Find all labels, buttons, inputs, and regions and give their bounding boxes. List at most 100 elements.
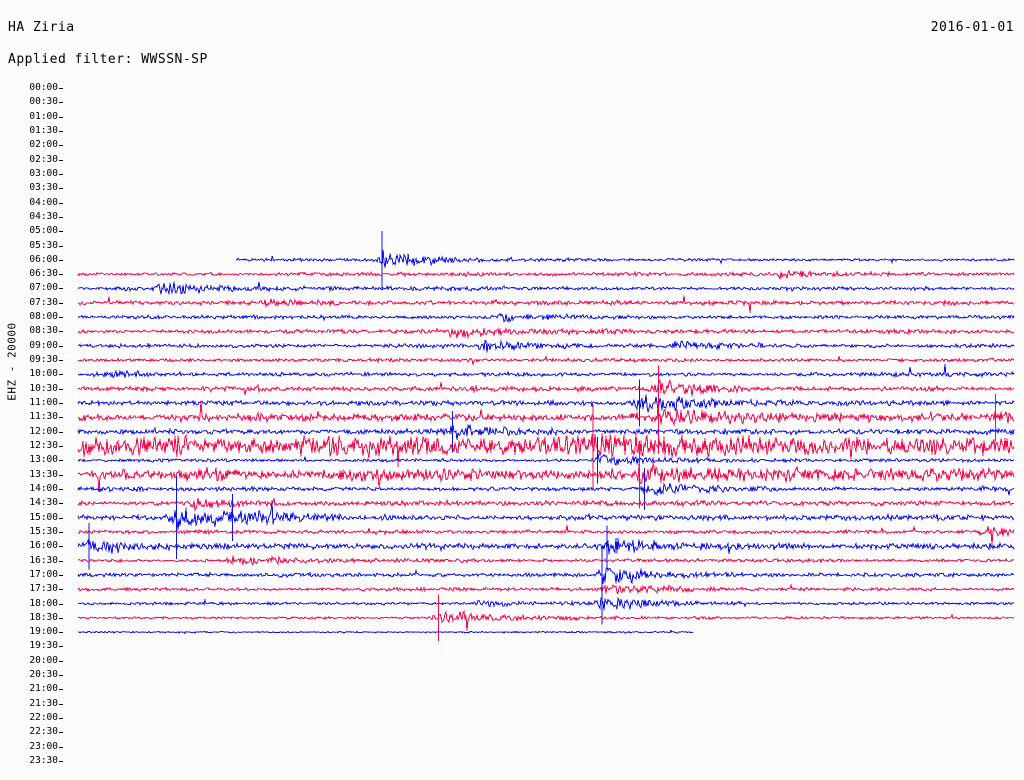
trace-row [235,250,1015,268]
trace-row [77,312,1015,323]
time-tick-mark [59,331,63,332]
trace-row [77,281,1015,295]
time-tick-label: 15:00 [29,511,58,523]
time-tick-label: 07:30 [29,296,58,308]
time-tick-mark [59,532,63,533]
time-tick-mark [59,761,63,762]
time-tick-mark [59,718,63,719]
trace-row [77,394,1015,413]
time-tick-mark [59,346,63,347]
time-tick-label: 10:00 [29,368,58,380]
trace-row [77,364,1015,379]
time-tick-label: 00:30 [29,96,58,108]
time-tick-mark [59,203,63,204]
time-tick-mark [59,475,63,476]
time-tick-mark [59,446,63,447]
time-tick-mark [59,589,63,590]
time-tick-label: 16:30 [29,554,58,566]
time-tick-label: 02:30 [29,153,58,165]
trace-row [77,269,1015,280]
time-tick-mark [59,260,63,261]
time-tick-mark [59,389,63,390]
trace-row [77,583,1015,595]
trace-row [77,462,1015,492]
time-tick-label: 06:30 [29,268,58,280]
time-tick-mark [59,632,63,633]
time-tick-mark [59,747,63,748]
trace-row [77,424,1015,441]
time-tick-label: 00:00 [29,82,58,93]
trace-row [77,339,1015,353]
time-tick-label: 01:00 [29,110,58,122]
time-tick-mark [59,288,63,289]
time-tick-mark [59,317,63,318]
trace-row [77,452,1015,466]
time-tick-mark [59,403,63,404]
trace-row [77,354,1015,365]
plot-date: 2016-01-01 [930,20,1014,35]
time-tick-label: 18:30 [29,611,58,623]
time-tick-mark [59,117,63,118]
trace-row [77,525,1015,545]
time-tick-mark [59,231,63,232]
time-tick-label: 12:30 [29,440,58,451]
time-tick-mark [59,217,63,218]
time-tick-mark [59,546,63,547]
time-tick-label: 12:00 [29,425,58,437]
time-tick-label: 23:00 [29,740,58,752]
trace-row [77,555,1015,566]
time-tick-mark [59,503,63,504]
time-tick-mark [59,102,63,103]
time-tick-mark [59,704,63,705]
time-tick-label: 23:30 [29,755,58,767]
time-tick-label: 21:00 [29,683,58,695]
time-tick-label: 15:30 [29,525,58,537]
time-tick-mark [59,174,63,175]
time-tick-mark [59,489,63,490]
time-tick-mark [59,689,63,690]
time-tick-mark [59,88,63,89]
page-title: HA Ziria [8,20,75,35]
time-tick-mark [59,145,63,146]
trace-row [77,500,1015,530]
time-tick-label: 05:30 [29,239,58,251]
time-tick-mark [59,618,63,619]
time-tick-mark [59,561,63,562]
time-tick-mark [59,188,63,189]
time-tick-label: 16:00 [29,540,58,552]
time-tick-mark [59,661,63,662]
trace-row [78,400,1015,427]
time-tick-label: 14:30 [29,497,58,509]
time-tick-label: 17:00 [29,568,58,580]
time-tick-mark [59,246,63,247]
trace-row [77,629,694,635]
time-tick-mark [59,460,63,461]
time-tick-label: 08:00 [29,311,58,323]
time-tick-label: 19:00 [29,626,58,638]
time-tick-mark [59,374,63,375]
time-tick-mark [59,604,63,605]
time-tick-mark [59,303,63,304]
time-tick-mark [59,732,63,733]
time-tick-label: 22:30 [29,726,58,738]
trace-row [77,433,1015,467]
time-tick-label: 14:00 [29,482,58,494]
trace-row [77,610,1015,632]
time-tick-mark [59,575,63,576]
time-tick-label: 11:30 [29,411,58,423]
time-tick-label: 19:30 [29,640,58,652]
time-tick-label: 21:30 [29,697,58,709]
time-tick-mark [59,646,63,647]
time-tick-label: 03:00 [29,167,58,179]
time-tick-label: 22:00 [29,712,58,724]
time-tick-label: 09:30 [29,354,58,366]
time-tick-label: 11:00 [29,397,58,409]
time-tick-mark [59,417,63,418]
time-axis: 00:00 00:30 01:00 01:30 02:00 02:30 03:00 03:30… [0,0,76,780]
time-tick-label: 20:30 [29,669,58,681]
trace-row [77,482,1015,497]
time-tick-label: 17:30 [29,583,58,595]
applied-filter-label: Applied filter: WWSSN-SP [8,52,208,67]
